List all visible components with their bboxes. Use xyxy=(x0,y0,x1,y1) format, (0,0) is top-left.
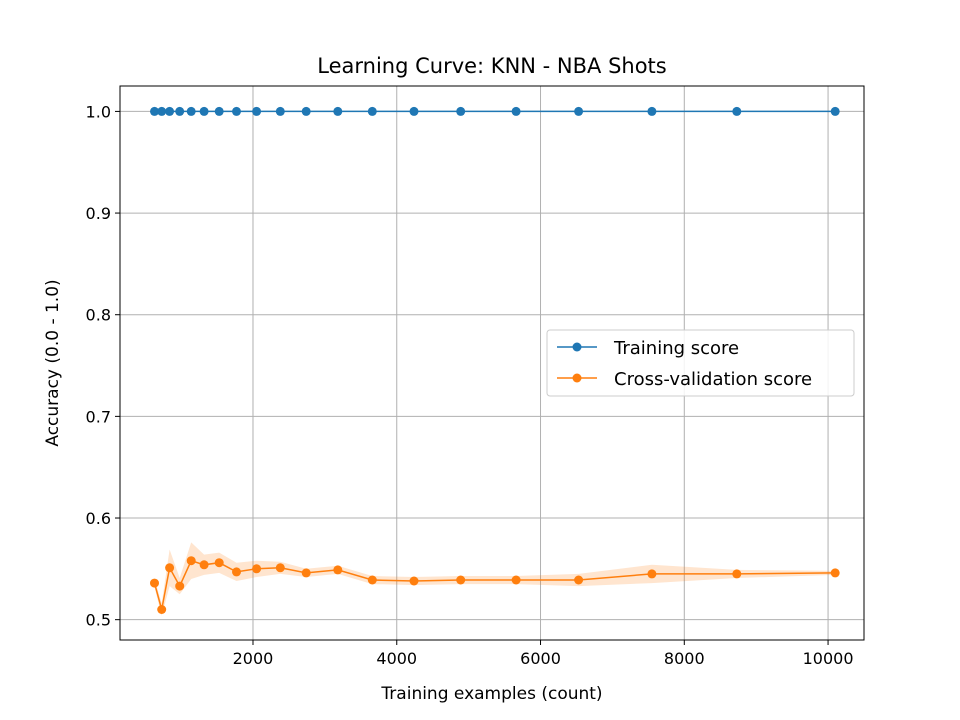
series-1-point xyxy=(252,564,262,574)
y-axis-label: Accuracy (0.0 - 1.0) xyxy=(43,279,63,446)
series-1-point xyxy=(574,575,584,585)
series-0-point xyxy=(232,106,241,116)
series-1-point xyxy=(301,568,311,578)
legend-training-label: Training score xyxy=(613,338,739,359)
series-lines xyxy=(150,106,840,614)
series-1-point xyxy=(732,569,742,579)
x-tick-label: 4000 xyxy=(376,649,417,668)
x-tick-label: 10000 xyxy=(803,649,854,668)
x-axis-label: Training examples (count) xyxy=(380,684,602,704)
series-1-point xyxy=(367,575,377,585)
x-axis-ticks: 2000 4000 6000 8000 10000 xyxy=(233,640,854,668)
series-1-point xyxy=(232,567,241,577)
series-0-point xyxy=(186,106,196,116)
x-tick-label: 6000 xyxy=(520,649,561,668)
y-axis-ticks: 0.5 0.6 0.7 0.8 0.9 1.0 xyxy=(86,102,120,630)
series-1-point xyxy=(214,558,224,568)
series-0-point xyxy=(150,106,159,116)
series-1-point xyxy=(456,575,466,585)
series-0-point xyxy=(456,106,466,116)
y-tick-label: 0.5 xyxy=(86,611,111,630)
series-0-point xyxy=(830,106,840,116)
legend: Training score Cross-validation score xyxy=(546,329,855,397)
legend-cv-label: Cross-validation score xyxy=(614,369,812,390)
series-0-point xyxy=(333,106,343,116)
series-0-point xyxy=(301,106,311,116)
chart-title: Learning Curve: KNN - NBA Shots xyxy=(317,54,666,78)
x-tick-label: 8000 xyxy=(664,649,705,668)
series-1-point xyxy=(830,568,840,578)
series-0-point xyxy=(157,106,167,116)
series-1-point xyxy=(647,569,657,579)
y-tick-label: 0.9 xyxy=(86,204,111,223)
series-1-point xyxy=(157,605,167,614)
series-1-point xyxy=(175,581,185,591)
series-1-point xyxy=(150,578,159,588)
series-0-point xyxy=(252,106,262,116)
series-1-point xyxy=(186,556,196,566)
plot-area-frame xyxy=(119,85,865,641)
series-1-point xyxy=(409,576,419,586)
legend-cv-swatch-marker xyxy=(572,373,582,383)
series-1-point xyxy=(511,575,521,585)
series-0-point xyxy=(647,106,657,116)
legend-training-swatch-marker xyxy=(572,342,582,352)
y-tick-label: 0.7 xyxy=(86,407,111,426)
y-tick-label: 1.0 xyxy=(86,102,111,121)
series-1-band xyxy=(154,542,836,616)
series-1-point xyxy=(199,560,209,570)
y-tick-label: 0.6 xyxy=(86,509,111,528)
x-tick-label: 2000 xyxy=(233,649,274,668)
legend-box xyxy=(546,329,855,397)
series-0-point xyxy=(511,106,521,116)
series-0-point xyxy=(214,106,224,116)
series-1-point xyxy=(165,563,175,573)
series-0-point xyxy=(732,106,742,116)
series-1-point xyxy=(275,563,285,573)
confidence-bands xyxy=(154,542,836,616)
series-1-point xyxy=(333,565,343,575)
series-1-line xyxy=(153,559,836,610)
series-0-point xyxy=(574,106,584,116)
series-0-point xyxy=(175,106,185,116)
series-0-point xyxy=(275,106,285,116)
series-0-point xyxy=(367,106,377,116)
series-0-point xyxy=(199,106,209,116)
y-tick-label: 0.8 xyxy=(86,306,111,325)
series-0-point xyxy=(165,106,175,116)
series-0-point xyxy=(409,106,419,116)
